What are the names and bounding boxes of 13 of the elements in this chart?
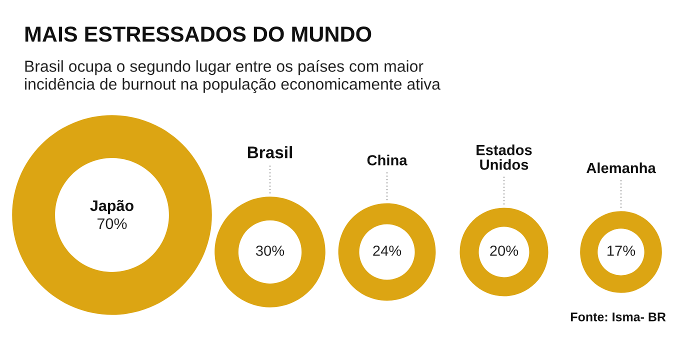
source-note: Fonte: Isma- BR — [571, 312, 666, 322]
data-label: 70% — [97, 218, 127, 230]
data-label: 17% — [608, 246, 636, 256]
data-label: 20% — [490, 246, 518, 256]
category-label: China — [367, 154, 408, 166]
category-label: Japão — [90, 200, 134, 214]
text: Brasil ocupa o segundo lugar entre os países com maior incidência de burnout na população economicamente ativa — [25, 60, 440, 93]
data-label: 24% — [373, 246, 402, 256]
text: MAIS ESTRESSADOS DO MUNDO — [25, 26, 372, 42]
category-label: Estados Unidos — [476, 144, 532, 170]
data-label: 30% — [256, 246, 284, 256]
category-label: Brasil — [248, 146, 292, 158]
category-label: Alemanha — [586, 162, 656, 174]
